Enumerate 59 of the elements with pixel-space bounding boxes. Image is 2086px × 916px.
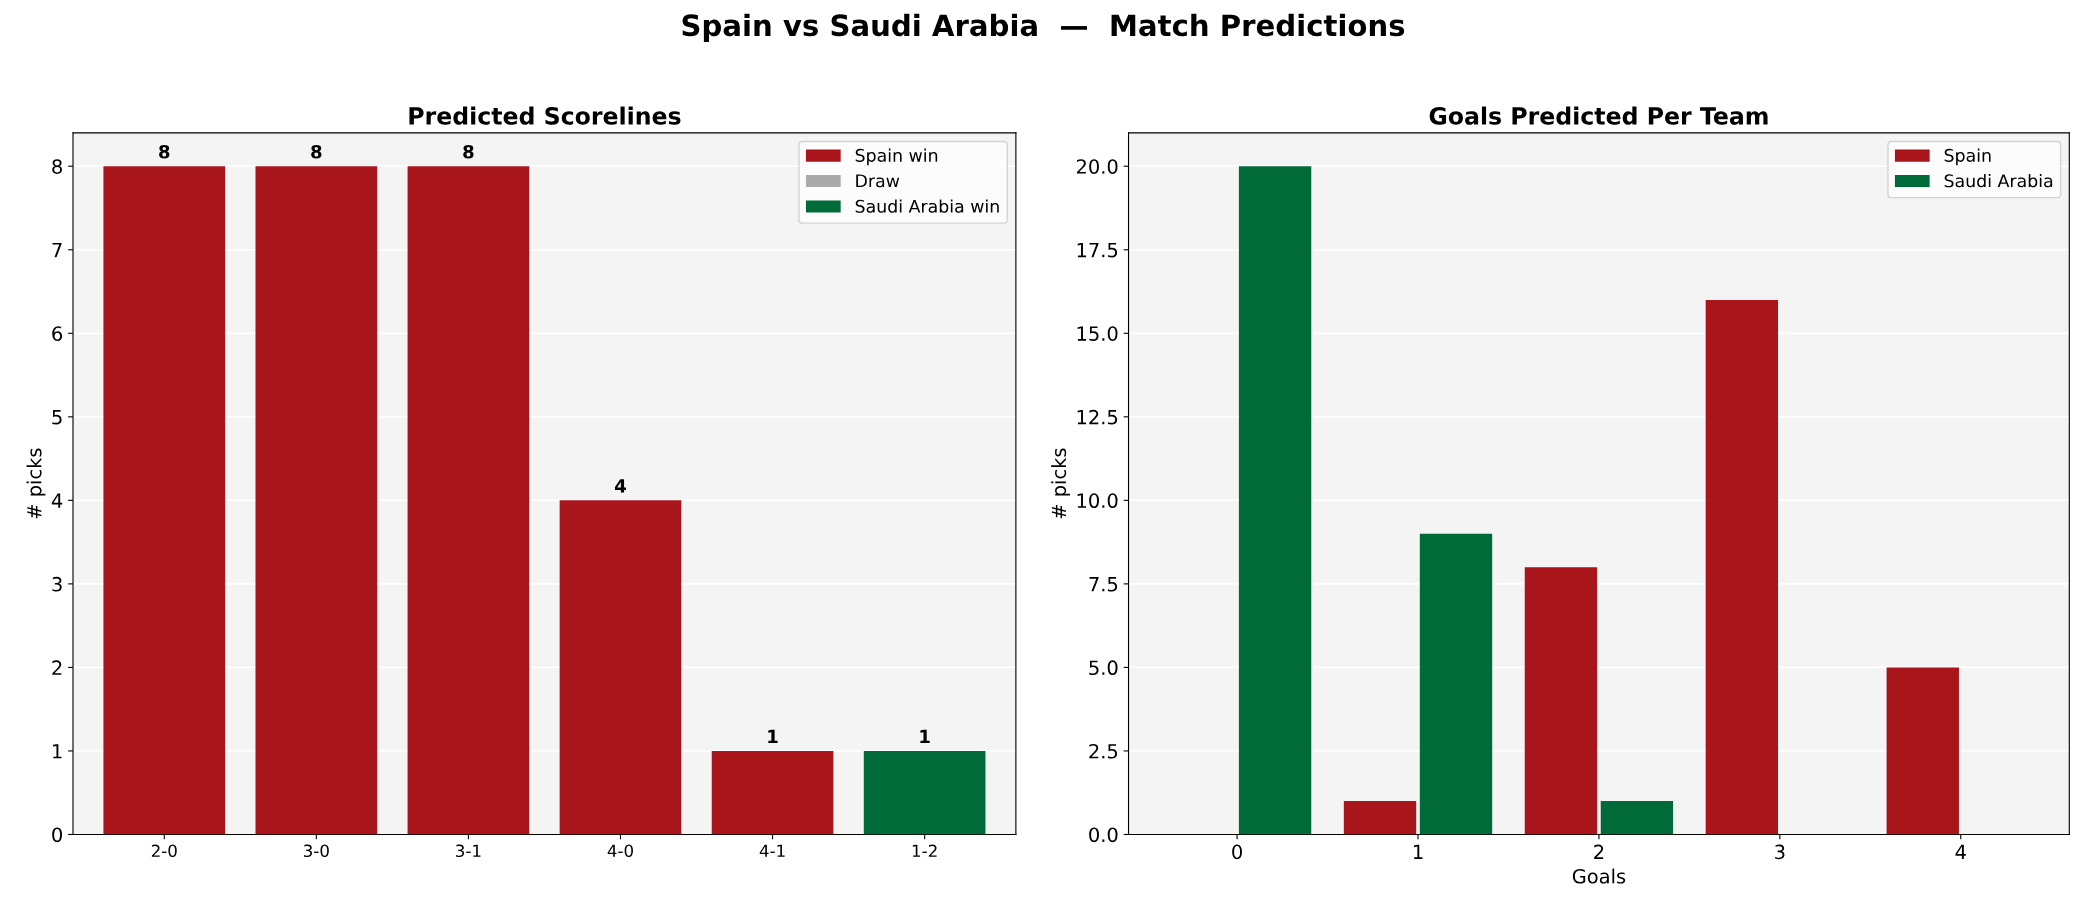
y-axis-title: # picks (26, 448, 46, 519)
y-tick-label: 7.5 (1089, 577, 1118, 592)
data-label: 8 (463, 144, 474, 159)
y-tick-label: 15.0 (1077, 326, 1118, 341)
x-tick-label: 3 (1775, 844, 1785, 860)
y-tick-label: 6 (52, 326, 63, 341)
y-tick-label: 3 (52, 576, 62, 592)
y-tick-label: 17.5 (1077, 242, 1118, 258)
bar (559, 500, 682, 835)
legend-label: Saudi Arabia win (855, 199, 999, 213)
x-tick-label: 2 (1594, 844, 1604, 859)
chart-title: Predicted Scorelines (409, 106, 681, 125)
chart-title: Goals Predicted Per Team (1429, 106, 1768, 125)
y-tick-label: 20.0 (1076, 159, 1118, 174)
data-label: 4 (615, 479, 626, 493)
legend-label: Spain (1944, 148, 1991, 166)
y-tick-label: 8 (52, 159, 62, 174)
x-tick-label: 3-1 (456, 844, 481, 858)
bar (1238, 166, 1312, 835)
bar (863, 750, 986, 835)
y-tick-label: 1 (53, 744, 62, 759)
y-tick-label: 10.0 (1077, 493, 1118, 509)
x-tick-label: 1-2 (912, 844, 937, 857)
y-tick-label: 0 (52, 827, 62, 843)
bar (1886, 667, 1959, 835)
y-tick-label: 2.5 (1089, 743, 1118, 759)
bar (255, 166, 378, 835)
bar (407, 166, 530, 835)
legend-label: Saudi Arabia (1944, 173, 2053, 188)
bar (1705, 299, 1779, 835)
bar (1419, 533, 1493, 835)
data-label: 1 (920, 729, 930, 744)
data-label: 1 (768, 729, 778, 744)
x-tick-label: 3-0 (303, 844, 329, 858)
bar (1524, 567, 1598, 835)
legend-label: Spain win (855, 148, 938, 166)
data-label: 8 (311, 144, 322, 159)
x-tick-label: 2-0 (151, 844, 177, 858)
x-tick-label: 4 (1955, 844, 1966, 859)
y-tick-label: 12.5 (1077, 409, 1118, 425)
y-tick-label: 2 (52, 660, 62, 675)
legend-label: Draw (856, 174, 900, 188)
text: Spain vs Saudi Arabia — Match Predictions (682, 13, 1405, 42)
y-tick-label: 5 (52, 410, 62, 425)
bar (103, 166, 226, 835)
y-tick-label: 0.0 (1089, 827, 1118, 843)
x-tick-label: 0 (1232, 844, 1242, 860)
data-label: 8 (159, 144, 170, 159)
y-axis-title: # picks (1051, 448, 1070, 519)
bar (711, 750, 834, 835)
bar (1600, 801, 1674, 835)
x-tick-label: 1 (1413, 844, 1423, 859)
x-axis-title: Goals (1572, 868, 1626, 884)
y-tick-label: 7 (52, 242, 62, 258)
y-tick-label: 5.0 (1089, 660, 1118, 676)
x-tick-label: 4-0 (607, 844, 633, 858)
bar (1343, 801, 1417, 835)
x-tick-label: 4-1 (759, 844, 785, 857)
y-tick-label: 4 (51, 493, 63, 508)
